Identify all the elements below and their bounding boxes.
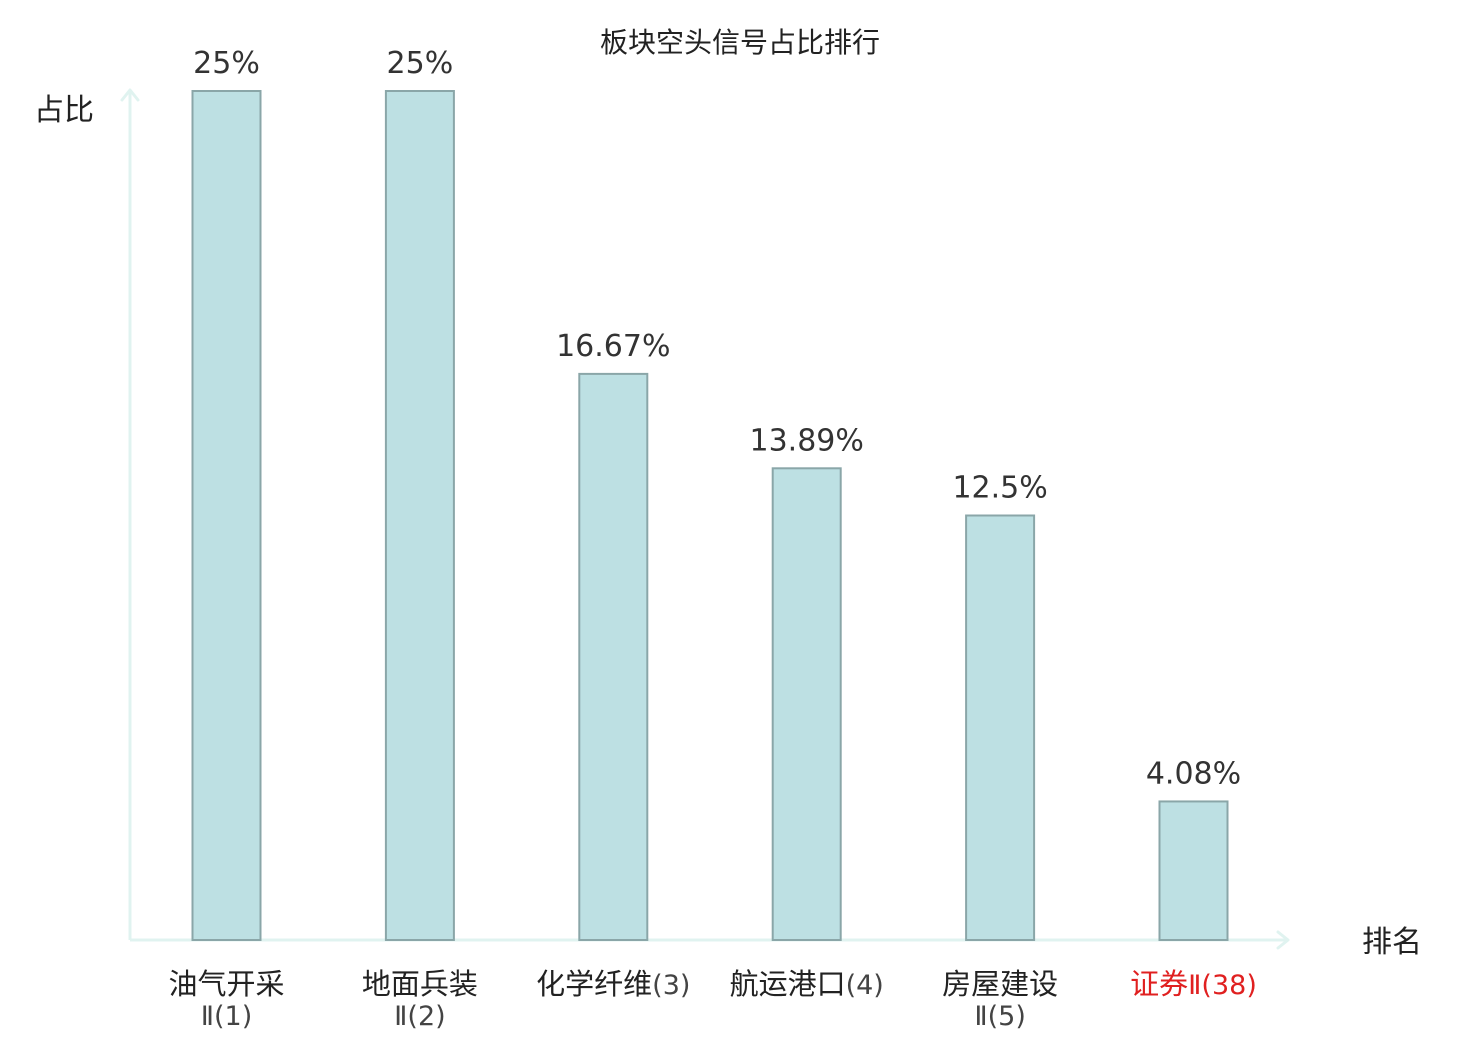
category-name-5: 房屋建设: [942, 967, 1058, 1001]
category-label-3: 化学纤维(3): [536, 967, 690, 1001]
bar-2: [384, 90, 455, 941]
y-axis-label: 占比: [34, 93, 94, 128]
value-label-1: 25%: [193, 46, 260, 81]
bar-5: [965, 514, 1036, 941]
category-name-1: 油气开采: [168, 967, 284, 1001]
value-label-2: 25%: [387, 46, 454, 81]
category-rank-4: (4): [846, 970, 884, 1001]
value-labels-group: 25% 25% 16.67% 13.89% 12.5% 4.08%: [193, 46, 1241, 791]
category-rank-2: Ⅱ(2): [394, 1001, 446, 1032]
category-rank-1: Ⅱ(1): [201, 1001, 253, 1032]
x-axis-label: 排名: [1362, 925, 1422, 960]
category-rank-6: Ⅱ(38): [1188, 970, 1257, 1001]
category-name-4: 航运港口: [730, 967, 846, 1001]
bar-1: [191, 90, 262, 941]
value-label-5: 12.5%: [952, 471, 1047, 506]
chart-title: 板块空头信号占比排行: [600, 26, 880, 59]
category-label-4: 航运港口(4): [730, 967, 884, 1001]
value-label-4: 13.89%: [750, 423, 864, 458]
category-rank-3: (3): [652, 970, 690, 1001]
category-name-6: 证券: [1130, 967, 1188, 1001]
category-name-3: 化学纤维: [536, 967, 652, 1001]
category-label-6: 证券Ⅱ(38): [1130, 967, 1257, 1001]
bar-6: [1158, 800, 1229, 941]
bars-group: [191, 90, 1229, 942]
bar-3: [578, 372, 649, 942]
category-rank-5: Ⅱ(5): [974, 1001, 1026, 1032]
category-name-2: 地面兵装: [362, 967, 478, 1001]
value-label-6: 4.08%: [1146, 756, 1241, 791]
bar-4: [771, 467, 842, 941]
value-label-3: 16.67%: [556, 329, 670, 364]
